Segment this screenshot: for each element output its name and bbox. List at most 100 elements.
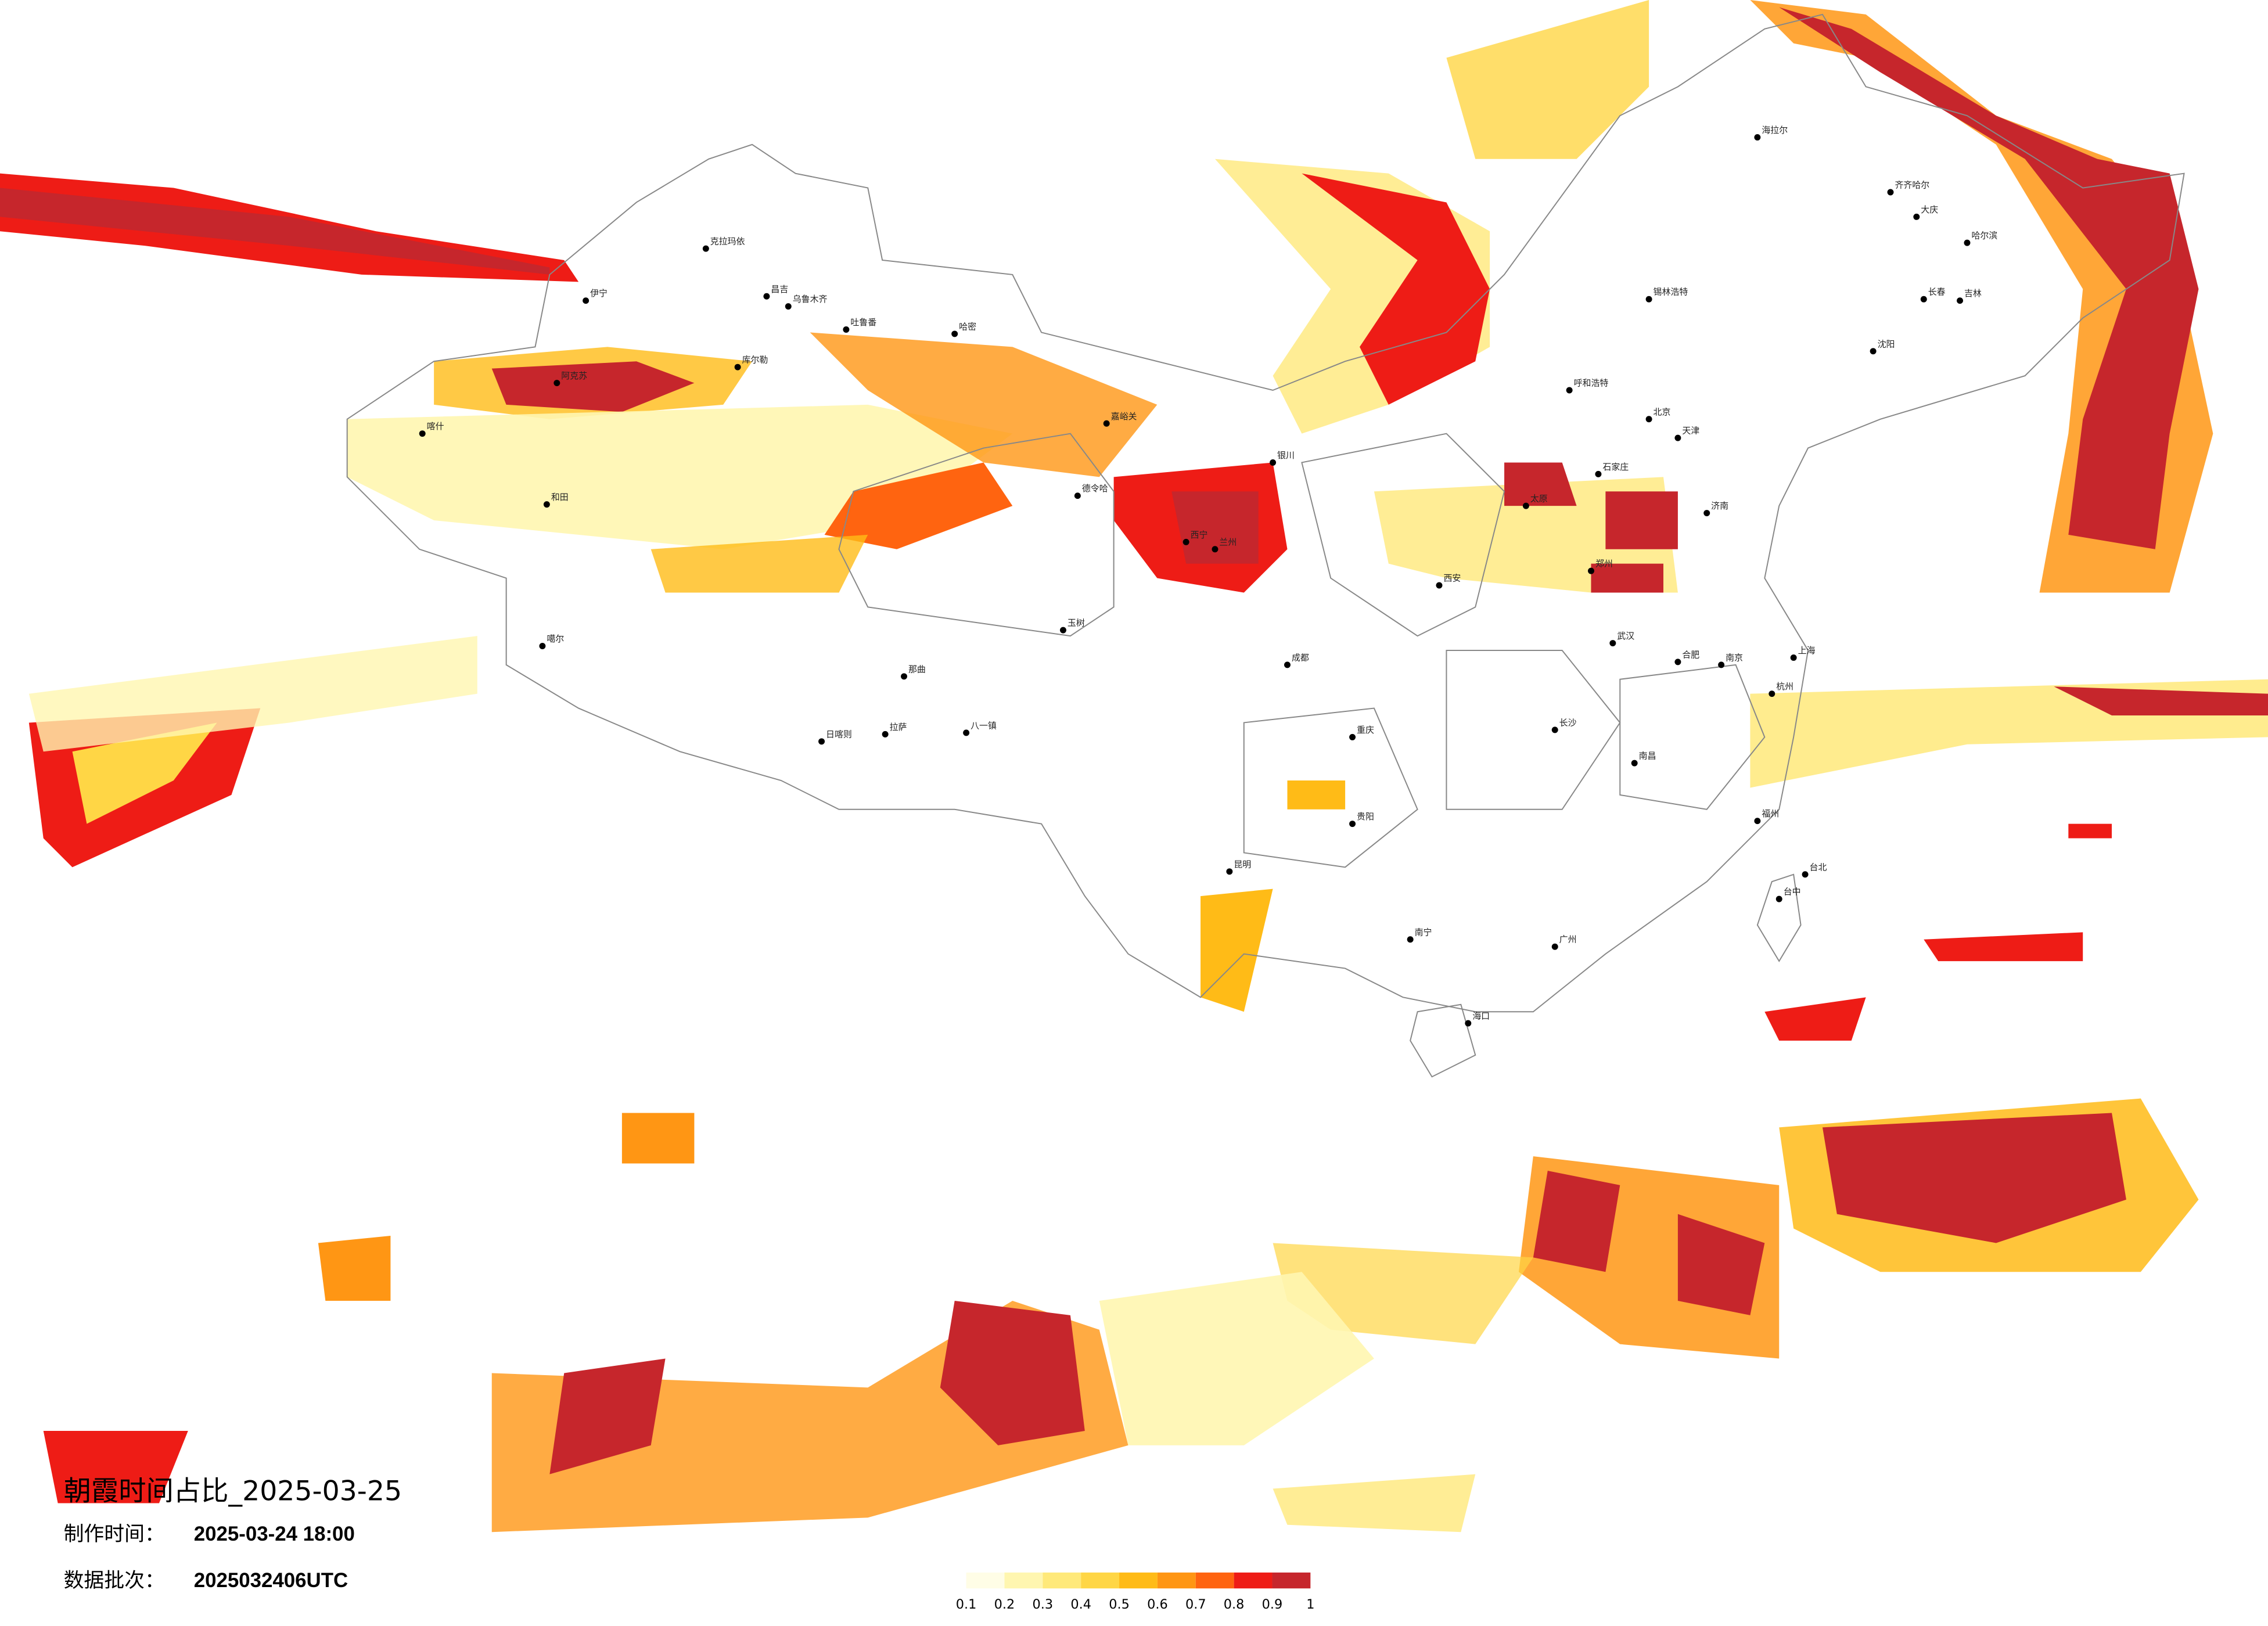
city-label: 呼和浩特: [1574, 378, 1609, 388]
city-dot: [1754, 818, 1761, 825]
city-label: 南昌: [1639, 751, 1656, 761]
city-dot: [1957, 297, 1964, 304]
city-dot: [702, 245, 709, 252]
city-label: 贵阳: [1357, 811, 1374, 822]
city-label: 郑州: [1595, 559, 1613, 569]
city-dot: [1674, 434, 1681, 441]
legend-tick-label: 0.9: [1262, 1597, 1283, 1612]
city-label: 长沙: [1559, 717, 1577, 728]
city-dot: [1718, 661, 1725, 668]
city-label: 喀什: [427, 421, 444, 431]
city-label: 乌鲁木齐: [793, 294, 828, 304]
legend-tick-label: 0.7: [1185, 1597, 1206, 1612]
color-legend: 0.1 0.2 0.3 0.4 0.5 0.6 0.7 0.8 0.9 1: [956, 1572, 1314, 1612]
production-time-label: 制作时间：: [64, 1523, 165, 1546]
city-dot: [1551, 943, 1558, 950]
city-dot: [1465, 1020, 1472, 1027]
city-dot: [1407, 936, 1414, 943]
city-label: 太原: [1530, 494, 1548, 504]
city-label: 石家庄: [1602, 462, 1629, 472]
city-dot: [763, 293, 770, 300]
city-dot: [901, 673, 907, 680]
city-label: 台北: [1810, 862, 1827, 872]
heat-layer: [0, 0, 2268, 1533]
city-label: 昌吉: [771, 284, 788, 294]
city-label: 重庆: [1357, 725, 1374, 735]
city-dot: [1270, 459, 1277, 466]
boundaries: [346, 13, 2185, 1078]
city-label: 成都: [1292, 652, 1309, 663]
legend-tick-label: 0.5: [1109, 1597, 1130, 1612]
city-dot: [1284, 661, 1291, 668]
city-label: 南宁: [1415, 927, 1432, 937]
city-dot: [1645, 296, 1652, 303]
city-label: 和田: [551, 492, 569, 502]
city-dot: [1775, 895, 1782, 902]
city-dot: [1674, 659, 1681, 665]
city-label: 北京: [1654, 406, 1671, 417]
city-dot: [1769, 690, 1775, 697]
legend-tick-label: 0.6: [1147, 1597, 1168, 1612]
legend-swatch: [1195, 1572, 1234, 1589]
city-dot: [1790, 654, 1797, 661]
city-label: 长春: [1928, 287, 1946, 297]
city-dot: [1074, 492, 1081, 499]
city-dot: [818, 738, 825, 745]
legend-tick-label: 0.4: [1070, 1597, 1091, 1612]
production-time-value: 2025-03-24 18:00: [194, 1523, 355, 1545]
legend-swatch: [1043, 1572, 1081, 1589]
city-dot: [1587, 567, 1594, 574]
city-label: 克拉玛依: [710, 236, 745, 247]
city-label: 杭州: [1776, 681, 1793, 692]
city-label: 天津: [1682, 426, 1699, 436]
city-dot: [963, 729, 970, 736]
legend-swatch: [1272, 1572, 1311, 1589]
city-label: 银川: [1277, 450, 1295, 461]
legend-swatch: [1081, 1572, 1120, 1589]
city-dot: [1059, 627, 1066, 634]
city-label: 武汉: [1617, 631, 1634, 641]
legend-swatch: [1119, 1572, 1158, 1589]
city-dot: [785, 303, 792, 310]
city-label: 西宁: [1191, 530, 1208, 540]
city-dot: [543, 501, 550, 508]
data-batch-label: 数据批次：: [64, 1569, 165, 1592]
city-label: 海拉尔: [1762, 125, 1788, 135]
city-label: 广州: [1559, 934, 1577, 945]
city-label: 噶尔: [547, 634, 564, 644]
legend-swatch: [966, 1572, 1005, 1589]
city-dot: [1436, 582, 1443, 589]
legend-tick-label: 0.1: [956, 1597, 977, 1612]
city-label: 海口: [1472, 1011, 1490, 1021]
city-label: 日喀则: [826, 729, 852, 739]
city-dot: [1913, 213, 1920, 220]
city-dot: [1212, 546, 1219, 553]
city-label: 济南: [1711, 501, 1728, 511]
city-dot: [1349, 733, 1356, 740]
city-label: 锡林浩特: [1654, 287, 1688, 297]
city-label: 大庆: [1921, 204, 1938, 215]
city-dot: [1522, 502, 1529, 509]
legend-swatch: [1004, 1572, 1043, 1589]
city-dot: [1609, 640, 1616, 647]
city-dot: [1754, 134, 1761, 141]
city-label: 齐齐哈尔: [1895, 180, 1929, 190]
city-dot: [1645, 416, 1652, 423]
city-dot: [419, 430, 426, 437]
city-dot: [1349, 821, 1356, 828]
city-dot: [1870, 348, 1877, 355]
city-label: 德令哈: [1082, 483, 1108, 494]
city-label: 合肥: [1682, 649, 1699, 660]
city-label: 哈密: [959, 321, 976, 332]
city-label: 哈尔滨: [1971, 231, 1997, 241]
city-label: 阿克苏: [561, 370, 587, 381]
city-dot: [1595, 470, 1602, 477]
city-dot: [1703, 510, 1710, 517]
city-dot: [1103, 420, 1110, 427]
city-label: 昆明: [1234, 859, 1251, 869]
city-label: 福州: [1762, 808, 1779, 819]
city-dot: [553, 380, 560, 387]
legend-swatch: [1157, 1572, 1196, 1589]
